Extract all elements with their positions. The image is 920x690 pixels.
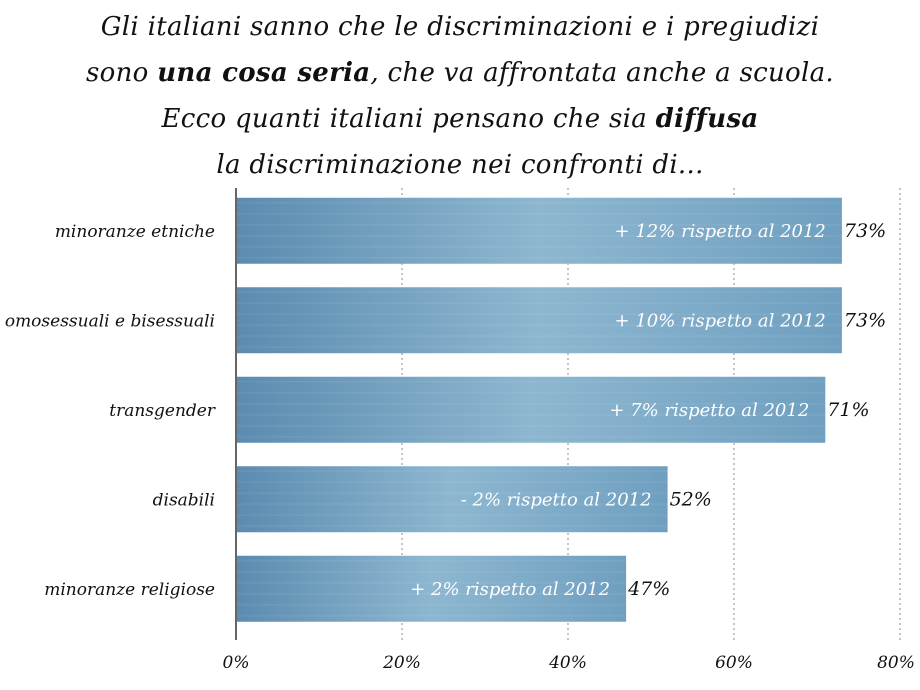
x-tick-label: 60% (715, 653, 753, 673)
bar-texture (237, 302, 842, 305)
bars (237, 197, 842, 622)
bar-texture (237, 413, 826, 416)
bar-texture (237, 291, 842, 294)
category-label: transgender (109, 401, 216, 421)
value-label: 73% (844, 220, 886, 242)
value-label: 73% (844, 309, 886, 331)
x-tick-label: 0% (223, 653, 250, 673)
bar-annotation: + 2% rispetto al 2012 (410, 579, 610, 600)
bar-texture (237, 234, 842, 237)
category-label: minoranze etniche (55, 222, 215, 242)
bar (237, 376, 826, 443)
bar-texture (237, 380, 826, 383)
bar-texture (237, 391, 826, 394)
bar-texture (237, 603, 627, 606)
title-line-3-start: Ecco quanti italiani pensano che sia (161, 104, 656, 134)
bar-texture (237, 402, 826, 405)
bar-texture (237, 223, 842, 226)
bar-texture (237, 559, 627, 562)
bar-annotation: + 12% rispetto al 2012 (615, 221, 826, 242)
bar (237, 287, 842, 354)
bar-annotation: - 2% rispetto al 2012 (461, 489, 652, 510)
value-label: 71% (827, 399, 869, 421)
bar-texture (237, 435, 826, 438)
bar-texture (237, 481, 668, 484)
bar-texture (237, 570, 627, 573)
bar-texture (237, 346, 842, 349)
bar (237, 197, 842, 264)
bar-texture (237, 335, 842, 338)
bar-texture (237, 614, 627, 617)
title-line-2: sono una cosa seria, che va affrontata a… (0, 50, 920, 96)
title-line-4: la discriminazione nei confronti di... (216, 150, 704, 180)
value-label: 52% (670, 488, 712, 510)
title-emphasis-seria: una cosa seria (157, 58, 371, 88)
chart-title: Gli italiani sanno che le discriminazion… (0, 4, 920, 188)
bar-texture (237, 592, 627, 595)
bar-texture (237, 245, 842, 248)
bar-texture (237, 313, 842, 316)
bar-texture (237, 256, 842, 259)
labels: 0% 20% 40% 60% 80% minoranze etniche + 12% ris… (5, 220, 915, 673)
x-tick-label: 20% (382, 653, 421, 673)
category-label: omosessuali e bisessuali (5, 311, 215, 331)
bar (237, 555, 627, 622)
bar-texture (237, 212, 842, 215)
bar-texture (237, 470, 668, 473)
value-label: 47% (627, 578, 670, 600)
title-line-3: Ecco quanti italiani pensano che sia dif… (0, 96, 920, 142)
title-line-1: Gli italiani sanno che le discriminazion… (100, 12, 820, 42)
bar (237, 466, 668, 533)
x-tick-label: 80% (877, 653, 915, 673)
title-emphasis-diffusa: diffusa (655, 104, 759, 134)
bar-texture (237, 492, 668, 495)
bar-texture (237, 581, 627, 584)
title-line-2-end: , che va affrontata anche a scuola. (370, 58, 834, 88)
bar-texture (237, 424, 826, 427)
category-label: disabili (153, 490, 215, 510)
bar-annotation: + 7% rispetto al 2012 (609, 400, 809, 421)
x-tick-label: 40% (548, 653, 587, 673)
bar-annotation: + 10% rispetto al 2012 (615, 310, 826, 331)
bar-texture (237, 514, 668, 517)
title-line-2-start: sono (86, 58, 158, 88)
bar-texture (237, 503, 668, 506)
bar-texture (237, 525, 668, 528)
bar-texture (237, 201, 842, 204)
category-label: minoranze religiose (44, 580, 215, 600)
bar-texture (237, 324, 842, 327)
